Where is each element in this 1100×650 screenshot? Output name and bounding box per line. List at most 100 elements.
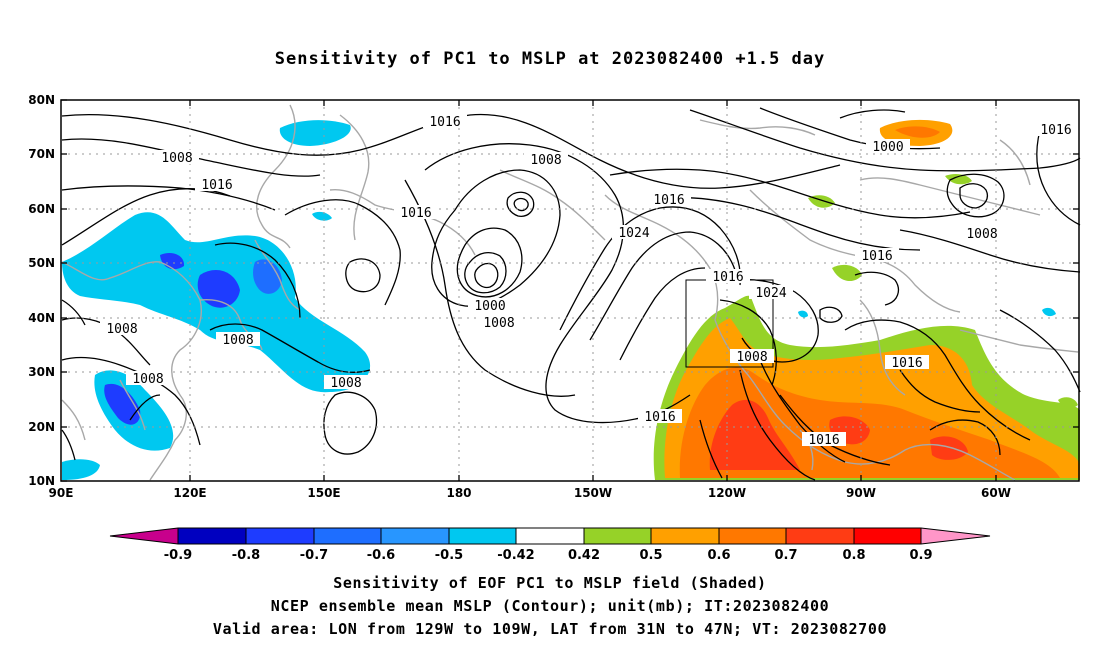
positive-green-area	[832, 264, 862, 282]
negative-core	[104, 383, 141, 425]
colorbar-swatch	[651, 528, 719, 544]
caption-line-1: Sensitivity of EOF PC1 to MSLP field (Sh…	[333, 574, 767, 592]
contour-label: 1008	[216, 332, 260, 348]
contour-label: 1016	[423, 114, 467, 130]
contour-label: 1016	[1034, 122, 1078, 138]
colorbar-swatch	[786, 528, 854, 544]
contour-label: 1016	[647, 192, 691, 208]
svg-text:1024: 1024	[755, 286, 786, 301]
map-title: Sensitivity of PC1 to MSLP at 2023082400…	[274, 49, 826, 69]
svg-text:1008: 1008	[736, 350, 767, 365]
colorbar-label: 0.42	[568, 548, 600, 563]
colorbar-swatch	[719, 528, 786, 544]
colorbar-label: -0.8	[232, 548, 260, 563]
contour-label: 1024	[749, 285, 793, 301]
lat-label: 80N	[28, 93, 55, 107]
svg-text:1016: 1016	[1040, 123, 1071, 138]
lon-label: 90W	[846, 486, 876, 500]
colorbar-swatch	[516, 528, 584, 544]
negative-core	[197, 270, 240, 308]
svg-text:1016: 1016	[653, 193, 684, 208]
positive-green-area	[945, 173, 972, 185]
lon-label: 60W	[981, 486, 1011, 500]
svg-text:1016: 1016	[644, 410, 675, 425]
colorbar-swatch	[854, 528, 921, 544]
negative-area	[1042, 307, 1056, 317]
lon-label: 120W	[708, 486, 746, 500]
contour-label: 1008	[524, 152, 568, 168]
svg-text:1016: 1016	[808, 433, 839, 448]
svg-text:1016: 1016	[712, 270, 743, 285]
colorbar-low-arrow	[110, 528, 178, 544]
contour-label: 1016	[802, 432, 846, 448]
colorbar-high-arrow	[921, 528, 990, 544]
lon-label: 150W	[574, 486, 612, 500]
colorbar-swatch	[449, 528, 516, 544]
contour-label: 1016	[885, 355, 929, 371]
svg-text:1016: 1016	[400, 206, 431, 221]
positive-green-area	[1058, 397, 1078, 408]
contour-label: 1000	[866, 139, 910, 155]
contour-label: 1008	[126, 371, 170, 387]
lat-label: 70N	[28, 147, 55, 161]
colorbar: -0.9 -0.8 -0.7 -0.6 -0.5 -0.42 0.42 0.5 …	[109, 527, 991, 563]
contour-label: 1016	[855, 248, 899, 264]
colorbar-swatch	[381, 528, 449, 544]
colorbar-label: 0.7	[774, 548, 797, 563]
svg-text:1008: 1008	[483, 316, 514, 331]
lat-label: 10N	[28, 474, 55, 488]
lon-label: 120E	[173, 486, 206, 500]
negative-area	[279, 120, 351, 146]
svg-text:1016: 1016	[861, 249, 892, 264]
colorbar-swatch	[246, 528, 314, 544]
svg-text:1000: 1000	[474, 299, 505, 314]
mslp-contours	[61, 107, 1081, 481]
contour-label: 1024	[612, 225, 656, 241]
colorbar-label: 0.8	[842, 548, 865, 563]
contour-label: 1008	[730, 349, 774, 365]
svg-text:1008: 1008	[966, 227, 997, 242]
lat-label: 60N	[28, 202, 55, 216]
contour-label: 1016	[394, 205, 438, 221]
negative-area	[312, 211, 332, 221]
svg-text:1008: 1008	[222, 333, 253, 348]
axis-ticks	[61, 99, 1079, 482]
contour-label: 1000	[468, 298, 512, 314]
contour-label: 1008	[324, 375, 368, 391]
positive-core	[895, 126, 940, 138]
colorbar-label: -0.9	[164, 548, 192, 563]
map-frame	[60, 99, 1080, 482]
contour-label: 1008	[477, 315, 521, 331]
contour-label: 1016	[638, 409, 682, 425]
svg-text:1016: 1016	[429, 115, 460, 130]
svg-text:1016: 1016	[891, 356, 922, 371]
colorbar-label: -0.5	[435, 548, 463, 563]
svg-text:1008: 1008	[530, 153, 561, 168]
contour-labels: 1016 1016 1016 1016 1016 1016 1016 1016 …	[100, 114, 1078, 448]
longitude-labels: 90E 120E 150E 180 150W 120W 90W 60W	[49, 486, 1011, 500]
shaded-sensitivity	[62, 119, 1080, 480]
lat-label: 40N	[28, 311, 55, 325]
lat-label: 30N	[28, 365, 55, 379]
contour-label: 1016	[706, 269, 750, 285]
positive-core	[930, 436, 968, 460]
colorbar-label: 0.9	[909, 548, 932, 563]
contour-label: 1016	[195, 177, 239, 193]
svg-text:1000: 1000	[872, 140, 903, 155]
svg-text:1008: 1008	[132, 372, 163, 387]
contour-label: 1008	[100, 321, 144, 337]
colorbar-swatch	[314, 528, 381, 544]
colorbar-swatch	[584, 528, 651, 544]
svg-text:1008: 1008	[106, 322, 137, 337]
lat-label: 20N	[28, 420, 55, 434]
lat-label: 50N	[28, 256, 55, 270]
colorbar-label: 0.6	[707, 548, 730, 563]
latitude-labels: 80N 70N 60N 50N 40N 30N 20N 10N	[28, 93, 55, 488]
colorbar-label: -0.6	[367, 548, 395, 563]
contour-label: 1008	[960, 226, 1004, 242]
lon-label: 90E	[49, 486, 74, 500]
caption-line-2: NCEP ensemble mean MSLP (Contour); unit(…	[270, 597, 830, 615]
caption-line-3: Valid area: LON from 129W to 109W, LAT f…	[212, 620, 888, 638]
svg-text:1016: 1016	[201, 178, 232, 193]
